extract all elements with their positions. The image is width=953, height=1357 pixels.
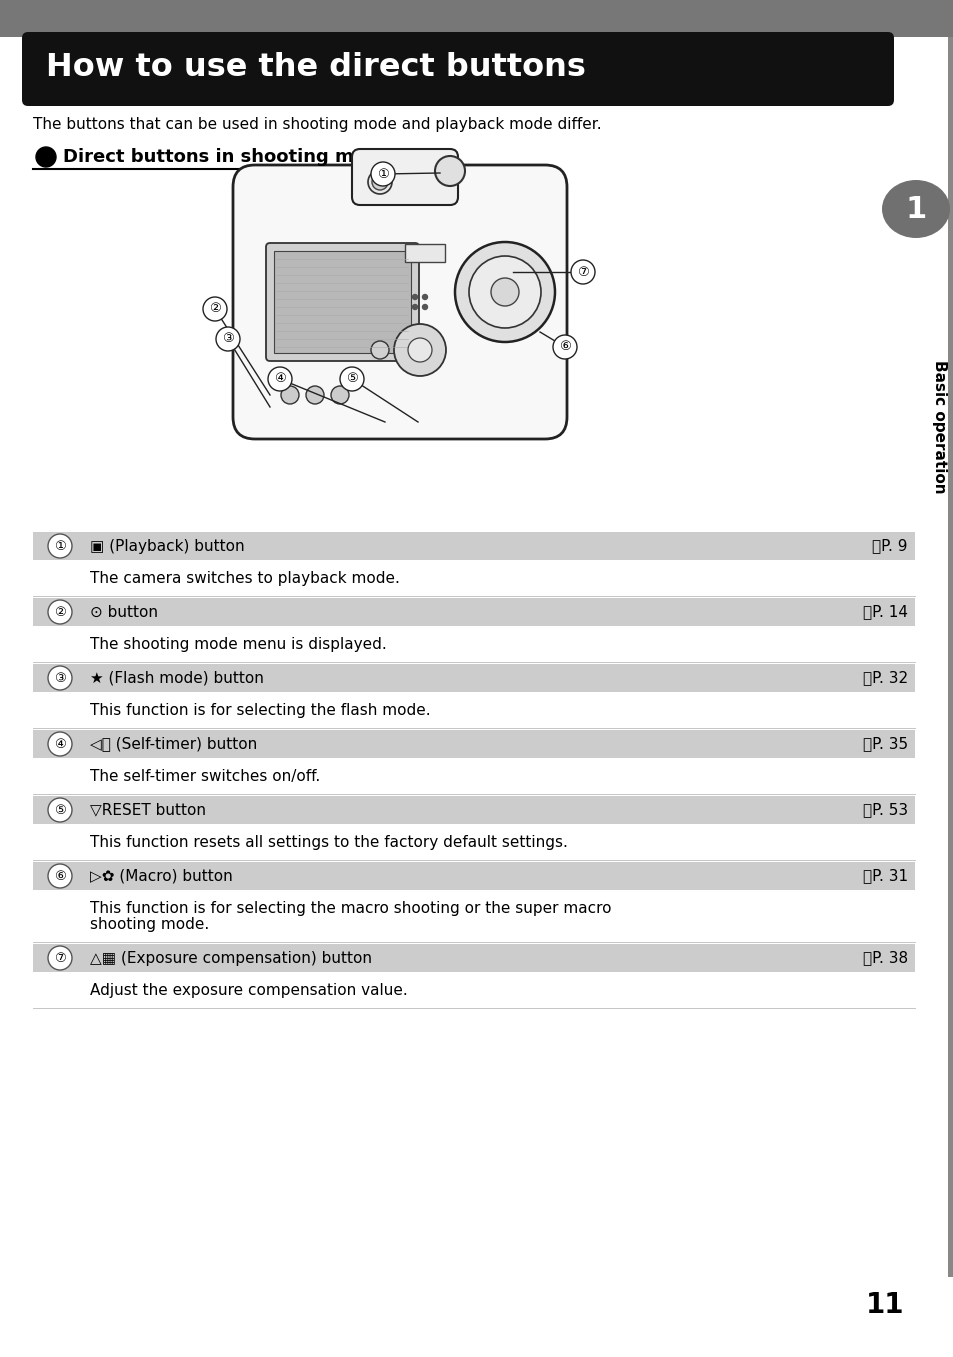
Circle shape (412, 304, 417, 309)
Circle shape (48, 946, 71, 970)
Circle shape (394, 324, 446, 376)
Text: Direct buttons in shooting mode: Direct buttons in shooting mode (63, 148, 391, 166)
Circle shape (372, 174, 388, 190)
Circle shape (331, 385, 349, 404)
Text: The shooting mode menu is displayed.: The shooting mode menu is displayed. (90, 636, 386, 651)
Circle shape (215, 327, 240, 351)
Text: ▷✿ (Macro) button: ▷✿ (Macro) button (90, 868, 233, 883)
Circle shape (48, 798, 71, 822)
Circle shape (203, 297, 227, 322)
Bar (274, 251, 411, 353)
Text: ②: ② (54, 605, 66, 619)
Text: 📖P. 31: 📖P. 31 (862, 868, 907, 883)
Text: △▦ (Exposure compensation) button: △▦ (Exposure compensation) button (90, 950, 372, 965)
Circle shape (371, 161, 395, 186)
Text: ◁⌚ (Self-timer) button: ◁⌚ (Self-timer) button (90, 737, 257, 752)
Text: ★ (Flash mode) button: ★ (Flash mode) button (90, 670, 264, 685)
Bar (405, 244, 444, 262)
Text: How to use the direct buttons: How to use the direct buttons (46, 53, 585, 84)
Circle shape (368, 170, 392, 194)
Bar (33, 797, 914, 824)
Circle shape (371, 341, 389, 360)
Text: ⑥: ⑥ (558, 341, 570, 354)
Circle shape (455, 242, 555, 342)
FancyBboxPatch shape (22, 33, 893, 106)
Text: 📖P. 53: 📖P. 53 (862, 802, 907, 817)
Text: The self-timer switches on/off.: The self-timer switches on/off. (90, 768, 320, 783)
Text: ⑤: ⑤ (346, 373, 357, 385)
Circle shape (553, 335, 577, 360)
Text: ▽RESET button: ▽RESET button (90, 802, 206, 817)
Text: ②: ② (209, 303, 221, 315)
Bar (33, 532, 914, 560)
Bar (33, 944, 914, 972)
Circle shape (412, 294, 417, 300)
Text: 📖P. 35: 📖P. 35 (862, 737, 907, 752)
Text: ①: ① (54, 540, 66, 552)
Circle shape (48, 666, 71, 689)
Circle shape (48, 600, 71, 624)
Bar (0, 0, 953, 37)
Text: 📖P. 14: 📖P. 14 (862, 604, 907, 620)
Text: shooting mode.: shooting mode. (90, 916, 209, 931)
Circle shape (422, 304, 427, 309)
Text: This function is for selecting the flash mode.: This function is for selecting the flash… (90, 703, 430, 718)
Text: This function resets all settings to the factory default settings.: This function resets all settings to the… (90, 835, 567, 849)
FancyBboxPatch shape (352, 149, 457, 205)
Bar (33, 664, 914, 692)
Text: ⑦: ⑦ (577, 266, 588, 278)
Text: ▣ (Playback) button: ▣ (Playback) button (90, 539, 244, 554)
Circle shape (422, 294, 427, 300)
Circle shape (36, 147, 56, 167)
Text: ③: ③ (222, 332, 233, 346)
Text: 11: 11 (864, 1291, 903, 1319)
Bar (947, 37, 953, 1277)
Circle shape (435, 156, 464, 186)
Circle shape (48, 535, 71, 558)
Text: ④: ④ (274, 373, 286, 385)
Circle shape (571, 261, 595, 284)
Text: 1: 1 (904, 194, 925, 224)
Text: 📖P. 32: 📖P. 32 (862, 670, 907, 685)
Circle shape (268, 366, 292, 391)
Circle shape (281, 385, 298, 404)
Circle shape (408, 338, 432, 362)
Text: ⊙ button: ⊙ button (90, 604, 158, 620)
Text: ③: ③ (54, 672, 66, 684)
Text: ⑦: ⑦ (54, 951, 66, 965)
Bar (33, 598, 914, 626)
Circle shape (469, 256, 540, 328)
Text: The camera switches to playback mode.: The camera switches to playback mode. (90, 570, 399, 585)
Text: This function is for selecting the macro shooting or the super macro: This function is for selecting the macro… (90, 901, 611, 916)
Circle shape (48, 731, 71, 756)
Bar (33, 730, 914, 759)
Text: Adjust the exposure compensation value.: Adjust the exposure compensation value. (90, 982, 407, 997)
Text: ⑤: ⑤ (54, 803, 66, 817)
Text: ⑥: ⑥ (54, 870, 66, 882)
Text: 📖P. 38: 📖P. 38 (862, 950, 907, 965)
Circle shape (48, 864, 71, 887)
Text: ①: ① (376, 167, 389, 180)
Text: 📖P. 9: 📖P. 9 (872, 539, 907, 554)
FancyBboxPatch shape (233, 166, 566, 440)
Text: Basic operation: Basic operation (931, 360, 946, 494)
Ellipse shape (882, 180, 949, 237)
Text: ④: ④ (54, 737, 66, 750)
Circle shape (491, 278, 518, 305)
Circle shape (339, 366, 364, 391)
FancyBboxPatch shape (266, 243, 418, 361)
Circle shape (306, 385, 324, 404)
Bar (33, 862, 914, 890)
Text: The buttons that can be used in shooting mode and playback mode differ.: The buttons that can be used in shooting… (33, 118, 601, 133)
